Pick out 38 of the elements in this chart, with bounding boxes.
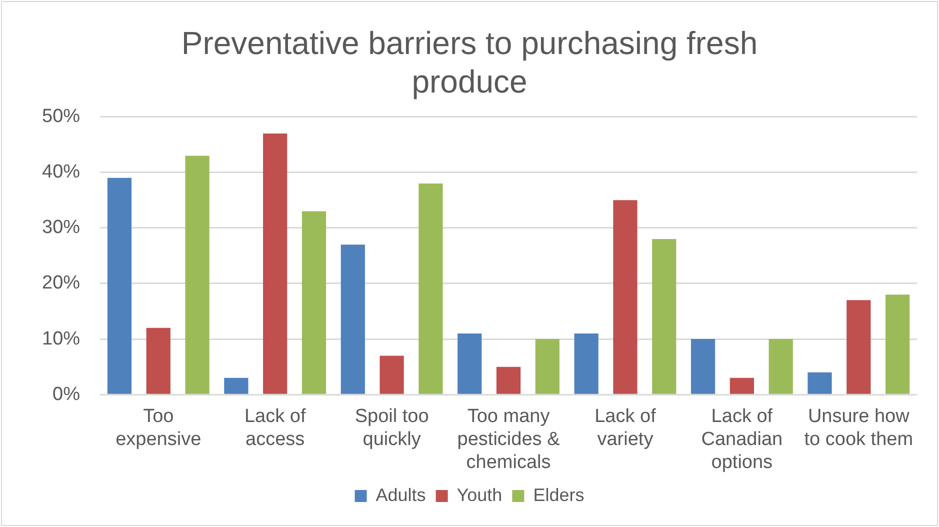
x-tick-label: Spoil too quickly [354, 406, 429, 450]
legend-label: Elders [533, 484, 584, 505]
bar [224, 378, 248, 394]
y-tick-label: 20% [42, 272, 80, 294]
x-tick-label: Lack of Canadian options [701, 406, 783, 473]
y-tick-label: 50% [42, 106, 80, 128]
bar [730, 378, 754, 394]
bar [146, 328, 170, 394]
bar [496, 366, 521, 394]
bar [535, 339, 560, 394]
bar [846, 300, 871, 394]
x-tick-label: Lack of access [244, 406, 306, 450]
legend-label: Adults [376, 484, 426, 505]
bar [340, 244, 365, 394]
bar [380, 356, 404, 394]
bar [263, 133, 288, 394]
bar [690, 339, 716, 394]
bar [574, 333, 598, 394]
bar [613, 200, 638, 394]
bar [107, 178, 132, 394]
legend-label: Youth [456, 484, 502, 505]
y-tick-label: 40% [42, 162, 80, 183]
y-tick-label: 30% [42, 217, 80, 238]
bar [652, 239, 676, 394]
x-tick-label: Lack of variety [594, 406, 657, 450]
bar [885, 294, 910, 394]
bar [418, 183, 443, 394]
x-tick-label: Too many pesticides & chemicals [457, 406, 560, 473]
bar [458, 333, 482, 394]
y-tick-label: 0% [52, 384, 80, 405]
chart-title: Preventative barriers to purchasing fresh produce [181, 25, 758, 100]
y-tick-label: 10% [42, 328, 80, 350]
bar [185, 156, 210, 394]
x-tick-label: Too expensive [116, 406, 202, 450]
bar [302, 211, 326, 394]
bar [768, 339, 793, 394]
x-tick-label: Unsure how to cook them [804, 406, 914, 450]
bar [808, 372, 832, 394]
